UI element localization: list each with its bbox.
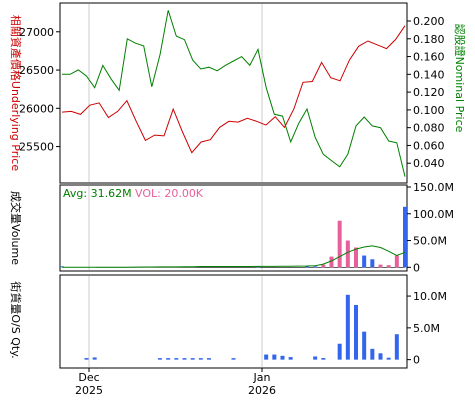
x-label-2025: 2025: [75, 384, 103, 397]
turnover-bar: [403, 206, 407, 268]
left-tick-label: 27000: [19, 26, 54, 39]
turnover-bar: [313, 266, 318, 268]
osqty-bar: [158, 358, 162, 360]
left-tick-label: 25500: [19, 141, 54, 154]
osqty-bar: [231, 358, 236, 360]
right-tick-label: 0.060: [413, 139, 445, 152]
turnover-bar: [386, 265, 391, 268]
left-tick-label: 26500: [19, 64, 54, 77]
osqty-bar: [198, 358, 203, 360]
underlying-price-line: [61, 25, 406, 154]
warrant-axis-title: 認股證Nominal Price: [453, 24, 467, 133]
osqty-bar: [92, 357, 97, 360]
turnover-tick-label: 0: [413, 261, 420, 274]
osqty-bar: [166, 358, 171, 360]
right-tick-label: 0.160: [413, 51, 445, 64]
osqty-bar: [207, 358, 211, 360]
underlying-axis-title: 相關資產價格Underlying Price: [9, 15, 23, 171]
turnover-tick-label: 150.0M: [413, 181, 454, 194]
turnover-vol-label: VOL: 20.00K: [135, 187, 204, 200]
right-tick-label: 0.200: [413, 15, 445, 28]
turnover-bar: [394, 255, 399, 268]
osqty-bar: [288, 357, 293, 360]
osqty-axis-title: 街貨量O/S Qty.: [9, 281, 23, 358]
osqty-tick-label: 0: [413, 354, 420, 367]
turnover-bar: [345, 240, 350, 268]
osqty-bar: [321, 358, 326, 360]
right-tick-label: 0.140: [413, 68, 445, 81]
osqty-bar: [337, 343, 342, 360]
turnover-avg-line: [62, 245, 406, 268]
turnover-avg-label: Avg: 31.62M: [63, 187, 132, 200]
osqty-bar: [280, 355, 285, 360]
osqty-bar: [264, 354, 269, 360]
osqty-bar: [378, 353, 383, 360]
osqty-bar: [354, 304, 358, 360]
x-label-jan: Jan: [253, 371, 271, 384]
turnover-axis-title: 成交量Volume: [9, 191, 23, 265]
osqty-bar: [182, 358, 187, 360]
chart-marks: 25500 26000 26500 27000 0.040 0.060 0.080 0.100…: [19, 10, 454, 367]
osqty-bar: [345, 294, 350, 360]
osqty-bar: [174, 358, 179, 360]
right-tick-label: 0.080: [413, 122, 445, 135]
turnover-bar: [305, 266, 309, 268]
turnover-tick-label: 50.0M: [413, 235, 447, 248]
turnover-bar: [362, 255, 367, 268]
osqty-tick-label: 10.0M: [413, 290, 447, 303]
osqty-bar: [190, 358, 195, 360]
price-panel: [59, 2, 408, 184]
osqty-bar: [313, 356, 318, 360]
vertical-gridlines: [88, 4, 263, 372]
turnover-bar: [329, 256, 334, 268]
osqty-bar: [386, 357, 391, 360]
turnover-bar: [370, 259, 375, 268]
turnover-bar: [378, 264, 383, 268]
warrant-price-line: [62, 10, 406, 177]
right-tick-label: 0.040: [413, 157, 445, 170]
x-label-2026: 2026: [248, 384, 276, 397]
right-tick-label: 0.180: [413, 33, 445, 46]
turnover-bar: [354, 247, 358, 268]
osqty-bar: [272, 354, 277, 360]
turnover-tick-label: 100.0M: [413, 208, 454, 221]
osqty-bar: [362, 331, 367, 360]
osqty-bar: [394, 334, 399, 360]
x-label-dec: Dec: [78, 371, 99, 384]
turnover-bar: [337, 220, 342, 268]
osqty-bar: [84, 358, 89, 360]
right-tick-label: 0.120: [413, 86, 445, 99]
turnover-bar: [321, 264, 326, 268]
osqty-bar: [370, 348, 375, 360]
osqty-tick-label: 5.0M: [413, 322, 440, 335]
right-tick-label: 0.100: [413, 104, 445, 117]
left-tick-label: 26000: [19, 102, 54, 115]
